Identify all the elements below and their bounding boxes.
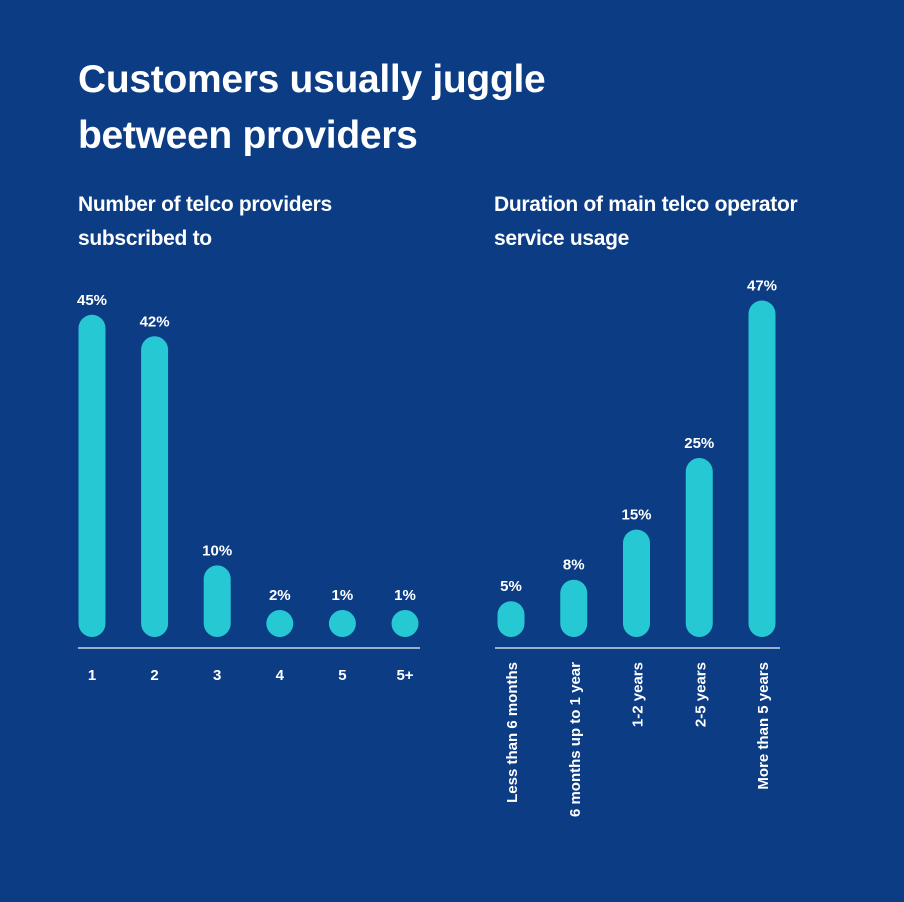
chart-1-data-label: 10% — [202, 542, 232, 559]
chart-2-bar — [497, 601, 525, 637]
chart-1-data-label: 42% — [140, 313, 170, 330]
chart-2-bar — [748, 300, 776, 637]
chart-2-title: Duration of main telco operator service … — [494, 193, 798, 250]
chart-1-data-label: 45% — [77, 292, 107, 309]
chart-1-category-label: 1 — [88, 667, 96, 684]
chart-1-bar — [141, 336, 169, 637]
chart-1-bar — [266, 610, 294, 637]
chart-2-category-label: More than 5 years — [755, 662, 772, 790]
chart-1-category-label: 2 — [150, 667, 158, 684]
chart-2-bar — [560, 579, 588, 637]
chart-2-bar — [623, 529, 650, 637]
chart-2-data-label: 25% — [684, 435, 714, 452]
chart-2-category-label: 6 months up to 1 year — [567, 662, 584, 817]
chart-1-bar — [203, 565, 231, 637]
chart-2-data-label: 47% — [747, 277, 777, 294]
chart-1-title: Number of telco providers subscribed to — [78, 193, 332, 250]
chart-2-bar — [685, 458, 713, 637]
chart-1-data-label: 2% — [269, 587, 291, 604]
chart-2-data-label: 8% — [563, 557, 585, 574]
chart-1-category-label: 3 — [213, 667, 221, 684]
chart-2-category-label: 2-5 years — [692, 662, 709, 727]
chart-1-category-label: 5 — [338, 667, 346, 684]
chart-2-data-label: 15% — [621, 507, 651, 524]
chart-2-category-label: Less than 6 months — [504, 662, 521, 803]
chart-1-bar — [328, 610, 356, 637]
chart-1-category-label: 4 — [276, 667, 285, 684]
chart-1-bar — [78, 314, 106, 637]
chart-1-category-label: 5+ — [396, 667, 413, 684]
chart-1-data-label: 1% — [332, 587, 354, 604]
chart-1-data-label: 1% — [394, 587, 416, 604]
chart-1-bar — [391, 610, 419, 637]
chart-2-data-label: 5% — [500, 578, 522, 595]
chart-2-category-label: 1-2 years — [630, 662, 647, 727]
page-title: Customers usually juggle between provide… — [78, 58, 546, 157]
